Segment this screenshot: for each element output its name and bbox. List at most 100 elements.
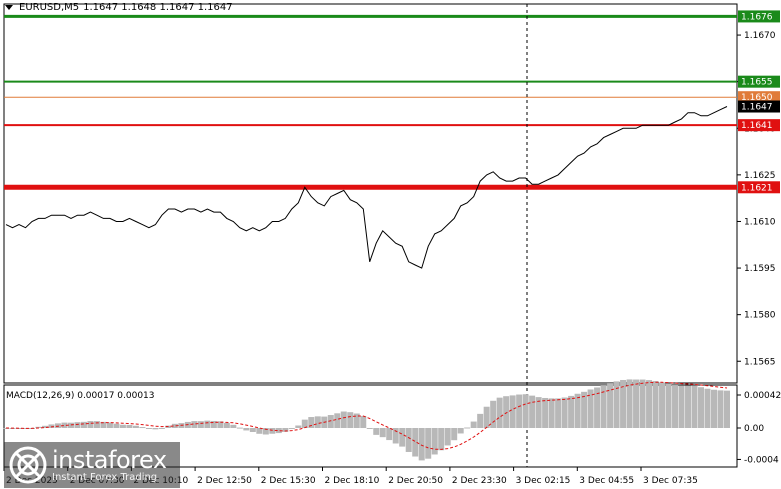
macd-histogram-bar [483,406,490,428]
macd-histogram-bar [613,381,620,428]
macd-histogram-bar [451,428,458,441]
macd-tick-label: 0.00042 [744,391,781,401]
macd-histogram-bar [620,379,627,428]
macd-histogram-bar [659,382,666,428]
macd-signal-line [5,381,728,450]
macd-histogram-bar [607,383,614,428]
time-tick-label: 2 Dec 12:50 [197,476,252,486]
macd-histogram-bar [444,428,451,446]
level-tag-label: 1.1621 [741,183,773,193]
time-tick-label: 3 Dec 07:35 [643,476,698,486]
time-tick-label: 2 Dec 15:30 [261,476,316,486]
price-line [5,106,728,269]
macd-histogram-bar [509,395,516,428]
macd-histogram-bar [308,417,315,428]
macd-histogram-bar [665,383,672,428]
chart-header: EURUSD,M5 1.1647 1.1648 1.1647 1.1647 [5,2,233,13]
macd-histogram-bar [490,400,497,428]
macd-histogram-bar [717,390,724,428]
time-tick-label: 3 Dec 04:55 [579,476,634,486]
macd-histogram-bar [568,395,575,428]
level-tag-1.1650 [738,91,780,104]
watermark-sub: Instant Forex Trading [52,471,158,483]
dropdown-triangle-icon[interactable] [5,5,13,10]
macd-label: MACD(12,26,9) 0.00017 0.00013 [6,391,155,401]
macd-histogram-bar [61,422,68,428]
price-tick-label: 1.1670 [744,31,776,41]
macd-histogram-bar [230,424,237,428]
macd-histogram-bar [217,421,224,428]
macd-histogram-bar [74,422,81,428]
macd-histogram-bar [438,428,445,451]
ohlc-values: 1.1647 1.1648 1.1647 1.1647 [83,2,233,13]
macd-histogram-bar [529,395,536,428]
level-tag-label: 1.1676 [741,12,773,22]
macd-histogram-bar [223,422,230,428]
macd-histogram-bar [405,428,412,452]
time-tick-label: 2 Dec 18:10 [325,476,380,486]
time-tick-label: 2 Dec 23:30 [452,476,507,486]
level-tag-label: 1.1650 [741,93,773,103]
macd-histogram-bar [626,379,633,428]
macd-histogram-bar [464,427,471,429]
macd-histogram-bar [386,428,393,441]
macd-histogram-bar [678,385,685,428]
macd-histogram-bar [522,394,529,428]
macd-histogram-bar [581,391,588,428]
macd-histogram-bar [282,428,289,432]
macd-histogram-bar [22,428,29,429]
macd-histogram-bar [87,421,94,428]
macd-histogram-bar [470,421,477,428]
macd-histogram-bar [392,428,399,444]
price-pane-frame [3,3,738,384]
price-tick-label: 1.1580 [744,311,776,321]
macd-histogram-bar [587,389,594,428]
macd-histogram-bar [477,413,484,428]
macd-histogram-bar [269,428,276,434]
macd-histogram-bar [418,428,425,461]
macd-histogram-bar [431,428,438,455]
macd-histogram-bar [347,412,354,428]
macd-histogram-bar [41,425,48,428]
macd-histogram-bar [503,396,510,428]
macd-histogram-bar [652,381,659,428]
macd-histogram-bar [399,428,406,447]
macd-histogram-bar [262,428,269,435]
macd-histogram-bar [548,398,555,428]
macd-histogram-bar [35,426,42,428]
macd-histogram-bar [366,428,373,429]
level-tag-1.1621 [738,181,780,194]
macd-histogram-bar [295,425,302,428]
macd-histogram-bar [425,428,432,459]
macd-histogram-bar [600,385,607,428]
macd-tick-label: -0.0004 [744,455,779,465]
macd-histogram-bar [379,428,386,438]
level-tag-label: 1.1655 [741,78,773,88]
macd-histogram-bar [685,385,692,428]
macd-histogram-bar [646,380,653,428]
macd-histogram-bar [496,397,503,428]
macd-histogram-bar [633,379,640,428]
macd-histogram-bar [152,428,159,430]
macd-histogram-bar [334,413,341,428]
macd-pane-frame [3,384,738,468]
macd-histogram-bar [191,421,198,428]
macd-histogram-bar [158,427,165,429]
macd-histogram-bar [197,421,204,428]
macd-histogram-bar [249,428,256,432]
time-tick-label: 3 Dec 02:15 [516,476,571,486]
macd-histogram-bar [691,385,698,428]
macd-histogram-bar [54,423,61,428]
macd-histogram-bar [204,420,211,428]
macd-histogram-bar [457,428,464,434]
level-tag-label: 1.1641 [741,121,773,131]
macd-histogram-bar [639,379,646,428]
macd-histogram-bar [698,387,705,428]
macd-histogram-bar [139,427,146,429]
level-tag-1.1641 [738,119,780,132]
macd-histogram-bar [561,397,568,428]
macd-histogram-bar [535,397,542,428]
macd-histogram-bar [542,397,549,428]
macd-histogram-bar [704,388,711,428]
